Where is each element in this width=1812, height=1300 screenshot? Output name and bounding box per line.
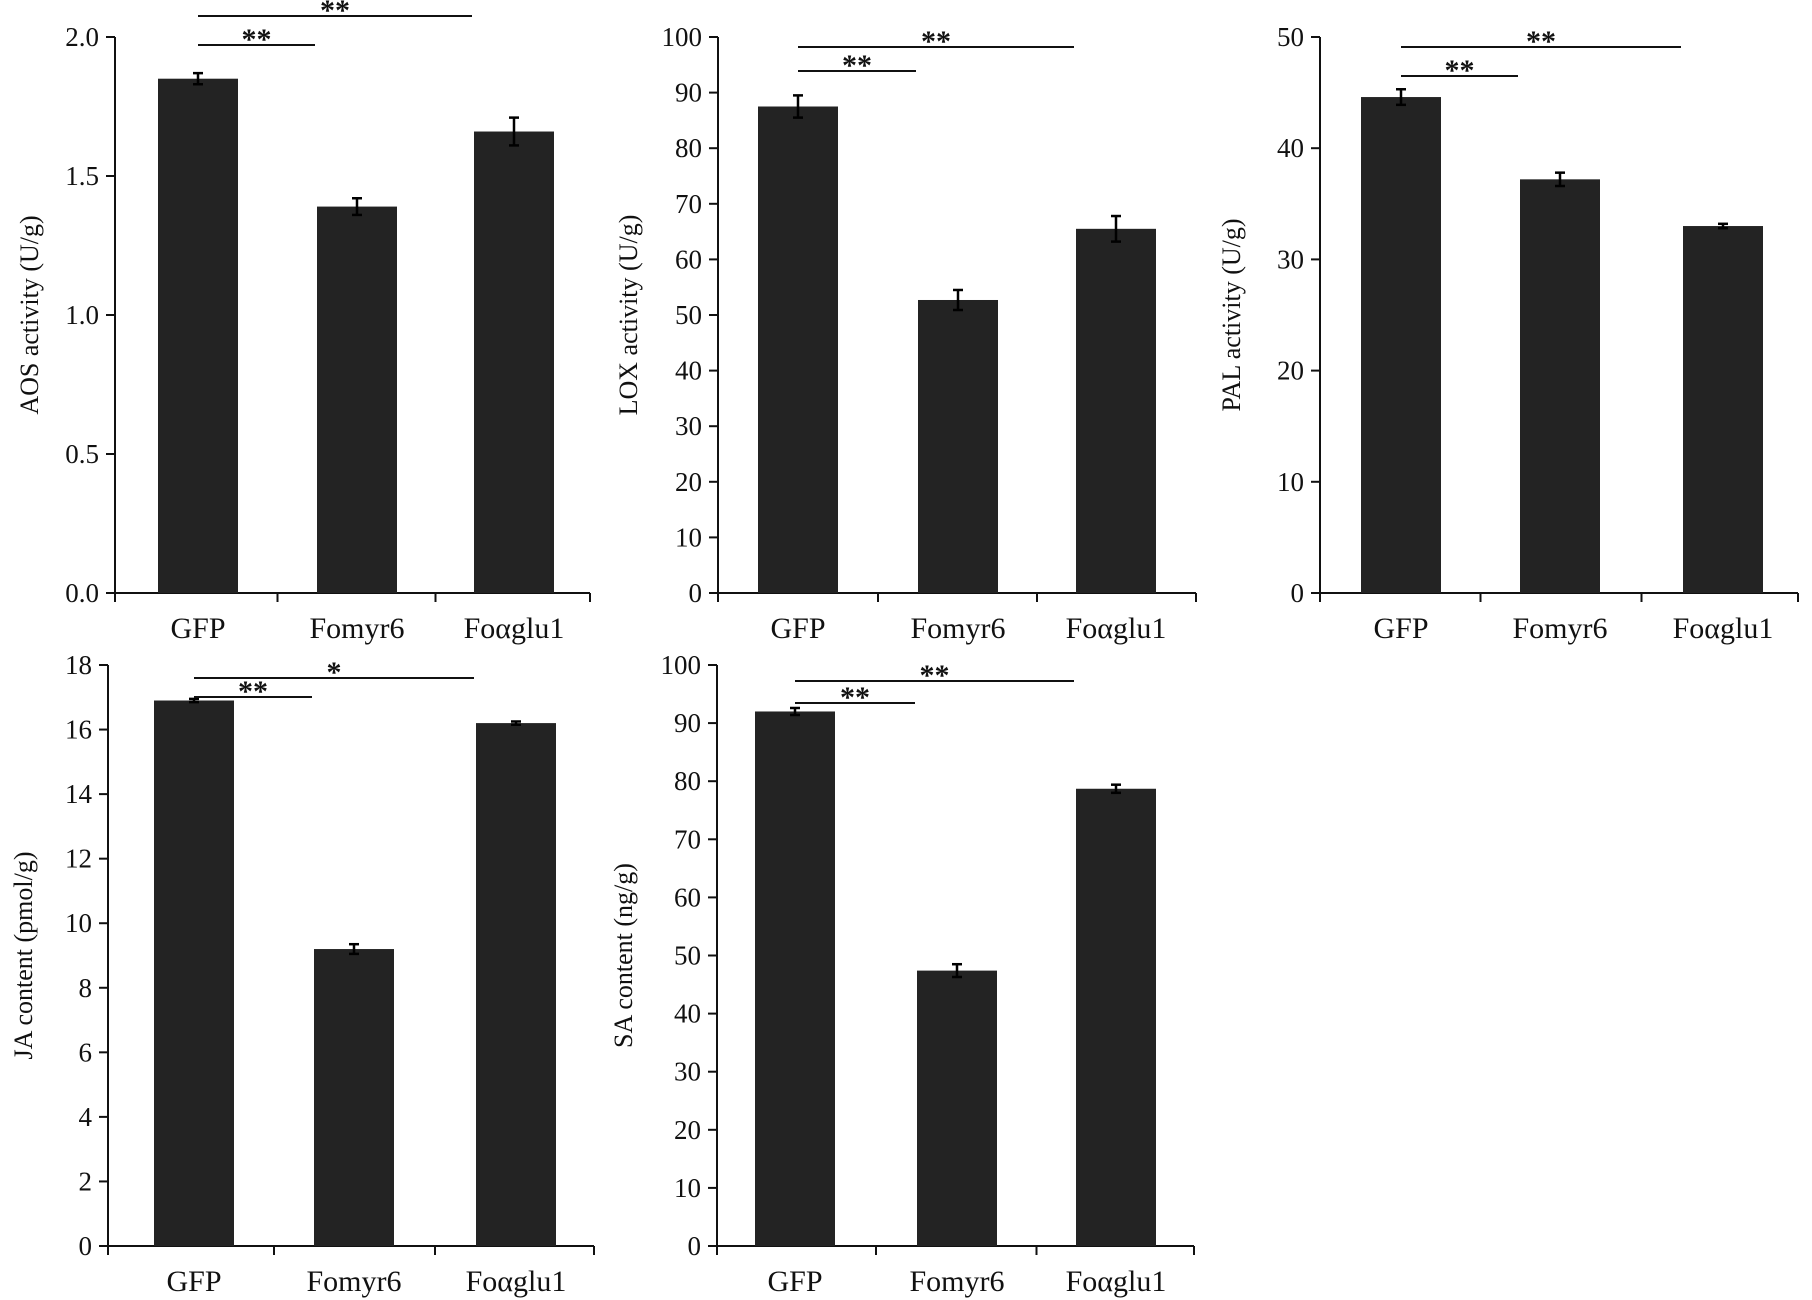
- x-tick-label: Fomyr6: [1512, 612, 1607, 645]
- significance-label: **: [842, 49, 872, 82]
- chart-lox-activity: 0 10 20 30 40 50 60 70 80 90 100 GFP Fomyr6 Foαglu1 **…: [614, 22, 1197, 645]
- chart-pal-activity: 0 10 20 30 40 50 GFP Fomyr6 Foαglu1 ** ** PAL activ…: [1217, 22, 1799, 645]
- bar-foglu1: [1076, 788, 1156, 1246]
- y-tick-label: 18: [65, 650, 92, 680]
- y-tick-label: 0.5: [65, 439, 99, 469]
- y-tick-label: 80: [674, 766, 701, 796]
- bar-fomyr6: [1520, 179, 1600, 593]
- y-tick-label: 12: [65, 844, 92, 874]
- y-tick-label: 70: [675, 189, 702, 219]
- y-tick-label: 100: [661, 650, 702, 680]
- y-tick-label: 100: [662, 22, 703, 52]
- x-tick-label: Foαglu1: [1673, 612, 1774, 645]
- bar-fomyr6: [918, 299, 998, 593]
- y-tick-label: 70: [674, 824, 701, 854]
- x-tick-label: GFP: [170, 612, 225, 645]
- significance-label: **: [1526, 25, 1556, 58]
- y-tick-label: 20: [674, 1115, 701, 1145]
- y-tick-label: 0: [79, 1231, 93, 1261]
- y-tick-label: 20: [675, 467, 702, 497]
- y-tick-label: 40: [1277, 133, 1304, 163]
- bar-gfp: [154, 700, 234, 1246]
- y-tick-label: 20: [1277, 356, 1304, 386]
- significance-label: **: [242, 23, 272, 56]
- y-axis-label: PAL activity (U/g): [1217, 218, 1246, 411]
- x-tick-label: Fomyr6: [910, 612, 1005, 645]
- significance-label: **: [238, 675, 268, 708]
- x-tick-label: Fomyr6: [909, 1265, 1004, 1298]
- significance-label: *: [327, 656, 342, 689]
- y-tick-label: 50: [675, 300, 702, 330]
- x-tick-label: Foαglu1: [1066, 1265, 1167, 1298]
- chart-sa-content: 0 10 20 30 40 50 60 70 80 90 100 GFP Fomyr6 Foαglu1 **…: [609, 650, 1195, 1298]
- bar-foglu1: [476, 723, 556, 1246]
- significance-label: **: [921, 25, 951, 58]
- x-tick-label: Foαglu1: [464, 612, 565, 645]
- y-axis-label: AOS activity (U/g): [15, 215, 44, 414]
- y-tick-label: 30: [674, 1057, 701, 1087]
- bar-foglu1: [1683, 226, 1763, 594]
- y-tick-label: 40: [674, 999, 701, 1029]
- x-tick-label: Fomyr6: [306, 1265, 401, 1298]
- bar-foglu1: [474, 131, 554, 593]
- y-tick-label: 1.0: [65, 300, 99, 330]
- bar-fomyr6: [314, 949, 394, 1246]
- y-tick-label: 10: [65, 908, 92, 938]
- y-tick-label: 10: [1277, 467, 1304, 497]
- bar-gfp: [1361, 97, 1441, 593]
- y-tick-label: 90: [674, 708, 701, 738]
- x-tick-label: GFP: [166, 1265, 221, 1298]
- y-tick-label: 0.0: [65, 578, 99, 608]
- y-tick-label: 30: [1277, 244, 1304, 274]
- y-tick-label: 1.5: [65, 161, 99, 191]
- y-tick-label: 14: [65, 779, 93, 809]
- y-tick-label: 40: [675, 356, 702, 386]
- y-axis-label: LOX activity (U/g): [614, 215, 643, 416]
- y-axis-label: JA content (pmol/g): [9, 852, 38, 1060]
- y-tick-label: 2: [79, 1166, 93, 1196]
- y-tick-label: 2.0: [65, 22, 99, 52]
- bar-fomyr6: [317, 206, 397, 593]
- y-tick-label: 90: [675, 78, 702, 108]
- y-tick-label: 50: [674, 941, 701, 971]
- bar-foglu1: [1076, 228, 1156, 593]
- significance-label: **: [840, 681, 870, 714]
- y-tick-label: 30: [675, 411, 702, 441]
- x-tick-label: GFP: [767, 1265, 822, 1298]
- y-tick-label: 0: [1291, 578, 1305, 608]
- y-tick-label: 8: [79, 973, 93, 1003]
- y-tick-label: 6: [79, 1037, 93, 1067]
- y-tick-label: 10: [675, 522, 702, 552]
- bar-gfp: [755, 711, 835, 1246]
- bar-gfp: [158, 78, 238, 593]
- significance-label: **: [920, 659, 950, 692]
- significance-label: **: [320, 0, 350, 27]
- y-tick-label: 4: [79, 1102, 93, 1132]
- y-tick-label: 16: [65, 715, 92, 745]
- y-tick-label: 50: [1277, 22, 1304, 52]
- x-tick-label: GFP: [770, 612, 825, 645]
- y-tick-label: 0: [689, 578, 703, 608]
- y-tick-label: 10: [674, 1173, 701, 1203]
- y-axis-label: SA content (ng/g): [609, 863, 638, 1048]
- bar-fomyr6: [917, 970, 997, 1246]
- y-tick-label: 60: [675, 244, 702, 274]
- x-tick-label: GFP: [1373, 612, 1428, 645]
- x-tick-label: Foαglu1: [466, 1265, 567, 1298]
- chart-aos-activity: 0.0 0.5 1.0 1.5 2.0 GFP Fomyr6 Foαglu1 ** ** AOS a…: [15, 0, 591, 645]
- y-tick-label: 80: [675, 133, 702, 163]
- y-tick-label: 60: [674, 882, 701, 912]
- y-tick-label: 0: [688, 1231, 702, 1261]
- significance-label: **: [1445, 54, 1475, 87]
- x-tick-label: Foαglu1: [1066, 612, 1167, 645]
- x-tick-label: Fomyr6: [309, 612, 404, 645]
- bar-gfp: [758, 106, 838, 593]
